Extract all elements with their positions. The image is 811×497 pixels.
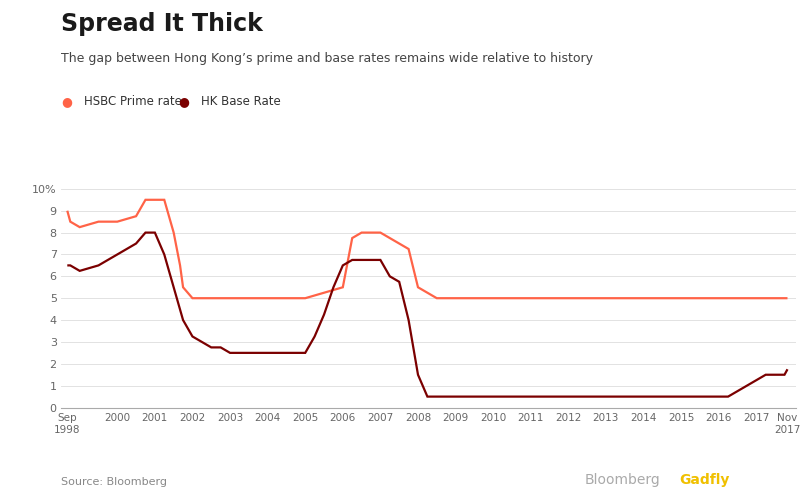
Text: HK Base Rate: HK Base Rate (201, 95, 281, 108)
Text: ●: ● (61, 95, 71, 108)
Text: HSBC Prime rate: HSBC Prime rate (84, 95, 182, 108)
Text: Bloomberg: Bloomberg (584, 473, 659, 487)
Text: Source: Bloomberg: Source: Bloomberg (61, 477, 167, 487)
Text: The gap between Hong Kong’s prime and base rates remains wide relative to histor: The gap between Hong Kong’s prime and ba… (61, 52, 592, 65)
Text: Gadfly: Gadfly (679, 473, 729, 487)
Text: ●: ● (178, 95, 189, 108)
Text: Spread It Thick: Spread It Thick (61, 12, 263, 36)
